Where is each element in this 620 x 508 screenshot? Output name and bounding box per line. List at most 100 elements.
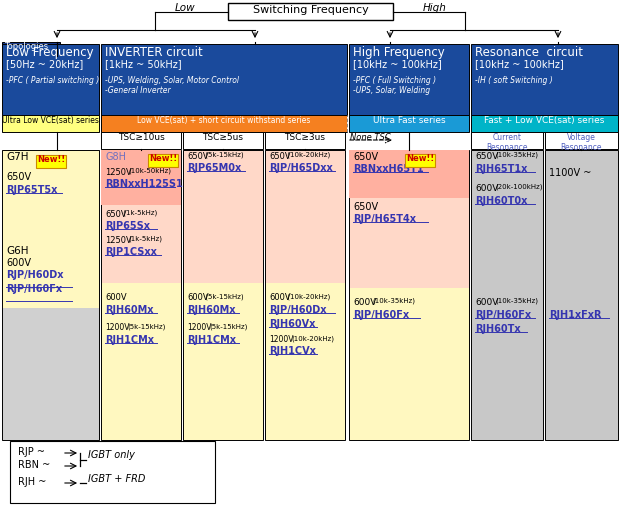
Text: (10k-20kHz): (10k-20kHz) xyxy=(285,152,330,158)
Bar xyxy=(148,154,178,167)
Text: Low Frequency: Low Frequency xyxy=(6,46,94,59)
Text: 650V: 650V xyxy=(105,210,126,219)
Text: IGBT only: IGBT only xyxy=(88,451,135,460)
Text: RJH1CMx: RJH1CMx xyxy=(187,335,236,345)
Bar xyxy=(471,115,618,132)
Text: -General Inverter: -General Inverter xyxy=(105,86,170,95)
Text: Current
Resonance: Current Resonance xyxy=(486,133,528,152)
Text: Low: Low xyxy=(175,3,195,13)
Text: G6H: G6H xyxy=(6,246,29,256)
Bar xyxy=(349,150,469,440)
Bar xyxy=(183,150,263,440)
Text: RBNxxH125S1: RBNxxH125S1 xyxy=(105,179,183,189)
Bar xyxy=(349,44,469,115)
Text: IGBT + FRD: IGBT + FRD xyxy=(88,474,145,484)
Text: RJP/H65T4x: RJP/H65T4x xyxy=(353,214,416,224)
Text: RJP/H60Fx: RJP/H60Fx xyxy=(475,310,531,320)
Text: G8H: G8H xyxy=(105,152,126,162)
Text: RJP/H60Fx: RJP/H60Fx xyxy=(353,310,409,320)
Text: RJH65T1x: RJH65T1x xyxy=(475,164,528,174)
Text: 1200V: 1200V xyxy=(187,323,211,332)
Text: 650V: 650V xyxy=(269,152,291,161)
Bar xyxy=(101,283,181,440)
Text: 600V: 600V xyxy=(187,293,208,302)
Text: RJH60Vx: RJH60Vx xyxy=(269,319,316,329)
Text: Ultra Low VCE(sat) series: Ultra Low VCE(sat) series xyxy=(2,116,99,125)
Text: (1k-5kHz): (1k-5kHz) xyxy=(128,236,162,242)
Text: RJP/H65Dxx: RJP/H65Dxx xyxy=(269,163,333,173)
Text: Low VCE(sat) + short circuit withstand series: Low VCE(sat) + short circuit withstand s… xyxy=(137,116,311,125)
Bar xyxy=(545,132,618,149)
Text: 1200V: 1200V xyxy=(269,335,293,344)
Text: 650V: 650V xyxy=(353,202,378,212)
Text: RJP/H60Dx: RJP/H60Dx xyxy=(269,305,327,315)
Bar xyxy=(183,150,263,283)
Text: (10k-50kHz): (10k-50kHz) xyxy=(128,168,171,175)
Text: [10kHz ~ 100kHz]: [10kHz ~ 100kHz] xyxy=(475,59,564,69)
Bar xyxy=(265,150,345,440)
Text: TSC≥3us: TSC≥3us xyxy=(285,133,326,142)
Text: RJP65T5x: RJP65T5x xyxy=(6,185,58,195)
Bar xyxy=(265,150,345,283)
Text: RBN ~: RBN ~ xyxy=(18,460,50,470)
Text: [50Hz ~ 20kHz]: [50Hz ~ 20kHz] xyxy=(6,59,83,69)
Text: New!!: New!! xyxy=(37,155,65,164)
Text: Topologies: Topologies xyxy=(4,42,48,51)
Bar xyxy=(101,150,181,205)
Bar xyxy=(471,44,618,115)
Bar xyxy=(101,132,181,149)
Text: TSC≥10us: TSC≥10us xyxy=(118,133,164,142)
Text: 650V: 650V xyxy=(187,152,208,161)
Text: RJH1CMx: RJH1CMx xyxy=(105,335,154,345)
Text: RBNxxH65T1: RBNxxH65T1 xyxy=(353,164,423,174)
Text: (5k-15kHz): (5k-15kHz) xyxy=(209,323,247,330)
Text: RJP65M0x: RJP65M0x xyxy=(187,163,241,173)
Bar xyxy=(2,44,99,115)
Bar xyxy=(545,150,618,440)
Text: RJH1xFxR: RJH1xFxR xyxy=(549,310,601,320)
Bar xyxy=(405,154,435,167)
Text: RJP/H60Fx: RJP/H60Fx xyxy=(6,284,62,294)
Text: 650V: 650V xyxy=(353,152,378,162)
Text: (1k-5kHz): (1k-5kHz) xyxy=(121,210,157,216)
Text: RJH60Tx: RJH60Tx xyxy=(475,324,521,334)
Text: 600V: 600V xyxy=(475,298,498,307)
Bar xyxy=(349,150,469,288)
Text: 1250V: 1250V xyxy=(105,236,131,245)
Text: Switching Frequency: Switching Frequency xyxy=(252,5,368,15)
Text: (5k-15kHz): (5k-15kHz) xyxy=(127,323,166,330)
Text: -UPS, Solar, Welding: -UPS, Solar, Welding xyxy=(353,86,430,95)
Bar xyxy=(349,288,469,440)
Text: RJH ~: RJH ~ xyxy=(18,477,46,487)
Text: RJP1CSxx: RJP1CSxx xyxy=(105,247,157,257)
Bar xyxy=(2,150,99,440)
Text: High Frequency: High Frequency xyxy=(353,46,445,59)
Bar xyxy=(183,132,263,149)
Text: (10k-35kHz): (10k-35kHz) xyxy=(372,298,415,304)
Bar xyxy=(471,132,543,149)
Text: -PFC ( Full Switching ): -PFC ( Full Switching ) xyxy=(353,76,436,85)
Text: 600V: 600V xyxy=(105,293,126,302)
Text: 1200V: 1200V xyxy=(105,323,130,332)
Bar xyxy=(2,115,99,132)
Bar xyxy=(228,3,393,20)
Bar xyxy=(471,150,543,440)
Text: (10k-35kHz): (10k-35kHz) xyxy=(495,152,538,158)
Text: -IH ( soft Switching ): -IH ( soft Switching ) xyxy=(475,76,553,85)
Text: 650V: 650V xyxy=(475,152,498,161)
Text: Ultra Fast series: Ultra Fast series xyxy=(373,116,445,125)
Text: New!!: New!! xyxy=(149,154,177,163)
Text: G7H: G7H xyxy=(6,152,29,162)
Text: RJH60Mx: RJH60Mx xyxy=(105,305,154,315)
Text: 600V: 600V xyxy=(6,258,31,268)
Text: (10k-20kHz): (10k-20kHz) xyxy=(285,293,330,300)
Text: RJP/H60Dx: RJP/H60Dx xyxy=(6,270,63,280)
Text: (20k-100kHz): (20k-100kHz) xyxy=(495,184,542,190)
Bar xyxy=(101,150,181,440)
Text: Fast + Low VCE(sat) series: Fast + Low VCE(sat) series xyxy=(484,116,604,125)
Text: 600V: 600V xyxy=(475,184,498,193)
Text: RJH60T0x: RJH60T0x xyxy=(475,196,528,206)
Text: RJH60Mx: RJH60Mx xyxy=(187,305,236,315)
Text: -UPS, Welding, Solar, Motor Control: -UPS, Welding, Solar, Motor Control xyxy=(105,76,239,85)
Text: RJP ~: RJP ~ xyxy=(18,447,45,457)
